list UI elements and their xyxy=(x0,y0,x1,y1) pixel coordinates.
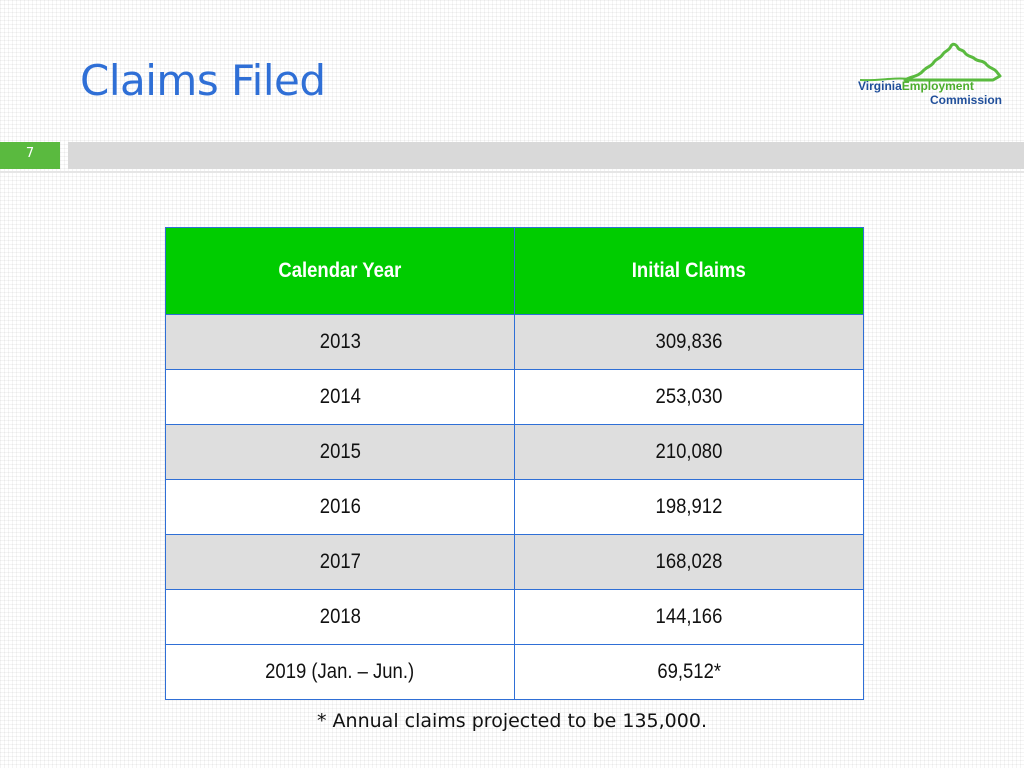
cell-claims: 198,912 xyxy=(514,479,864,535)
cell-text: 2013 xyxy=(319,330,361,353)
cell-claims: 144,166 xyxy=(514,589,864,645)
cell-year: 2014 xyxy=(165,369,515,425)
cell-claims: 210,080 xyxy=(514,424,864,480)
cell-year: 2016 xyxy=(165,479,515,535)
cell-text: 144,166 xyxy=(655,605,723,628)
cell-text: 69,512* xyxy=(657,660,721,683)
cell-text: 2016 xyxy=(319,495,361,518)
cell-claims: 168,028 xyxy=(514,534,864,590)
cell-text: 2017 xyxy=(319,550,361,573)
table-row: 2018 144,166 xyxy=(165,589,864,645)
claims-table: Calendar Year Initial Claims 2013 309,83… xyxy=(165,227,864,700)
slide-title: Claims Filed xyxy=(80,56,326,105)
virginia-state-outline-icon xyxy=(859,42,1002,82)
vec-logo: VirginiaEmployment Commission xyxy=(850,40,1010,108)
cell-claims: 253,030 xyxy=(514,369,864,425)
footnote: * Annual claims projected to be 135,000. xyxy=(317,710,707,732)
cell-claims: 69,512* xyxy=(514,644,864,700)
cell-text: 309,836 xyxy=(655,330,723,353)
cell-text: 2015 xyxy=(319,440,361,463)
page-number-tab xyxy=(0,142,60,169)
cell-text: 198,912 xyxy=(655,495,723,518)
table-row: 2015 210,080 xyxy=(165,424,864,480)
cell-text: 2019 (Jan. – Jun.) xyxy=(265,660,415,683)
column-header-initial-claims: Initial Claims xyxy=(514,227,864,315)
table-row: 2017 168,028 xyxy=(165,534,864,590)
cell-text: 168,028 xyxy=(655,550,723,573)
table-row: 2014 253,030 xyxy=(165,369,864,425)
column-header-calendar-year: Calendar Year xyxy=(165,227,515,315)
cell-year: 2019 (Jan. – Jun.) xyxy=(165,644,515,700)
column-header-label: Initial Claims xyxy=(631,259,746,282)
page-number: 7 xyxy=(25,146,35,161)
logo-text-line1: VirginiaEmployment xyxy=(858,80,974,92)
table-header-row: Calendar Year Initial Claims xyxy=(165,227,864,315)
cell-text: 253,030 xyxy=(655,385,723,408)
cell-year: 2013 xyxy=(165,314,515,370)
column-header-label: Calendar Year xyxy=(278,259,402,282)
header-divider-bar xyxy=(68,142,1024,169)
table-row: 2016 198,912 xyxy=(165,479,864,535)
table-row: 2013 309,836 xyxy=(165,314,864,370)
header-divider-line xyxy=(0,171,1024,173)
cell-text: 2018 xyxy=(319,605,361,628)
logo-word-employment: Employment xyxy=(901,79,974,93)
cell-claims: 309,836 xyxy=(514,314,864,370)
cell-text: 210,080 xyxy=(655,440,723,463)
logo-text-line2: Commission xyxy=(930,93,1003,107)
table-row: 2019 (Jan. – Jun.) 69,512* xyxy=(165,644,864,700)
cell-year: 2017 xyxy=(165,534,515,590)
cell-year: 2015 xyxy=(165,424,515,480)
cell-year: 2018 xyxy=(165,589,515,645)
logo-word-virginia: Virginia xyxy=(858,79,902,93)
cell-text: 2014 xyxy=(319,385,361,408)
